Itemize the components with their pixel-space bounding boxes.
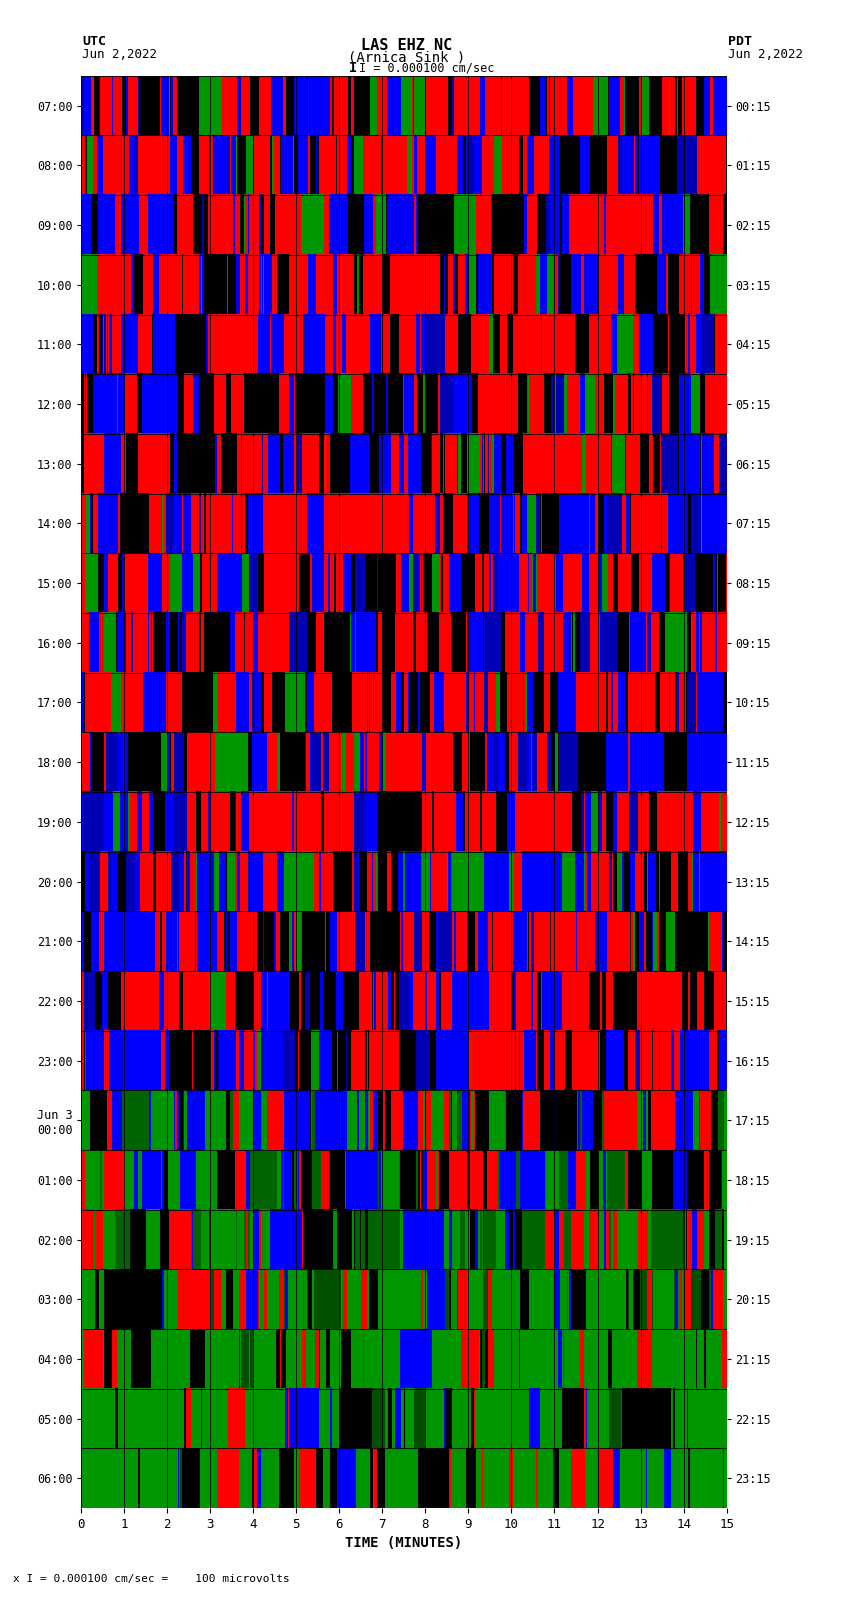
Text: Jun 2,2022: Jun 2,2022 xyxy=(728,47,803,61)
Text: (Arnica Sink ): (Arnica Sink ) xyxy=(348,50,465,65)
Text: I = 0.000100 cm/sec: I = 0.000100 cm/sec xyxy=(359,61,494,74)
Text: UTC: UTC xyxy=(82,35,106,48)
X-axis label: TIME (MINUTES): TIME (MINUTES) xyxy=(345,1537,462,1550)
Text: PDT: PDT xyxy=(728,35,752,48)
Text: Jun 2,2022: Jun 2,2022 xyxy=(82,47,157,61)
Text: LAS EHZ NC: LAS EHZ NC xyxy=(360,37,452,53)
Text: I: I xyxy=(348,61,357,76)
Text: x I = 0.000100 cm/sec =    100 microvolts: x I = 0.000100 cm/sec = 100 microvolts xyxy=(13,1574,290,1584)
